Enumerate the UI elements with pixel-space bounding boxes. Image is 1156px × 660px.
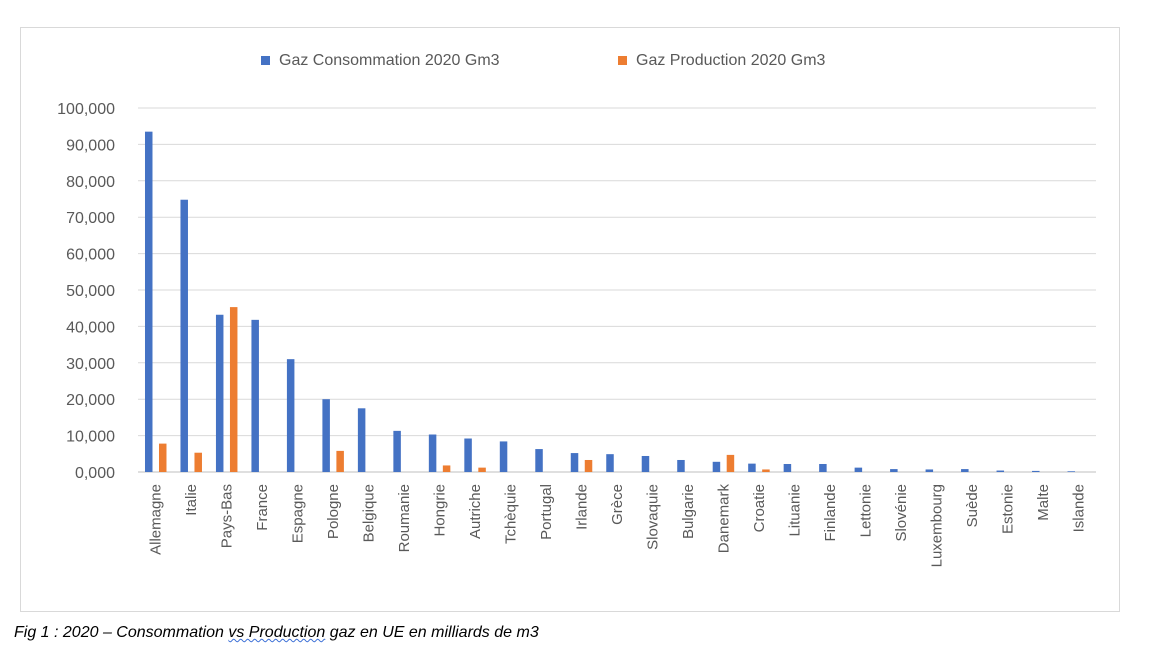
bar-consommation [570, 453, 579, 472]
bar-production [762, 469, 770, 472]
bar-production [442, 465, 451, 472]
x-tick-label: Islande [1070, 484, 1087, 532]
bar-chart: 0,000 10,000 20,000 30,000 40,000 50,000 60,00… [57, 52, 1096, 567]
bar-consommation [464, 438, 472, 472]
y-tick-label: 50,000 [66, 283, 115, 300]
x-tick-label: Lituanie [786, 484, 803, 537]
x-tick-label: Finlande [822, 484, 839, 542]
bar-consommation [322, 399, 330, 472]
x-tick-label: Tchèquie [503, 484, 520, 544]
bar-consommation [499, 441, 508, 472]
bar-consommation [961, 469, 969, 472]
figure-caption: Fig 1 : 2020 – Consommation vs Productio… [14, 624, 539, 642]
y-tick-label: 90,000 [66, 137, 115, 154]
y-tick-label: 80,000 [66, 174, 115, 191]
x-tick-label: Luxembourg [928, 484, 945, 567]
y-tick-label: 0,000 [75, 465, 115, 482]
bar-consommation [144, 131, 153, 472]
x-tick-label: Pays-Bas [219, 484, 236, 548]
bar-consommation [428, 434, 437, 472]
legend-swatch [618, 56, 627, 65]
bar-consommation [215, 314, 224, 472]
bar-consommation [748, 463, 756, 472]
bar-consommation [286, 359, 295, 472]
x-tick-label: Italie [183, 484, 200, 516]
bar-consommation [357, 408, 366, 472]
bar-consommation [996, 470, 1005, 472]
caption-underlined: vs Production [228, 624, 326, 641]
x-tick-label: Pologne [325, 484, 342, 539]
bar-production [229, 307, 238, 472]
bar-consommation [712, 461, 721, 472]
legend-swatch [261, 56, 270, 65]
legend-label: Gaz Production 2020 Gm3 [636, 52, 826, 69]
x-tick-label: Estonie [999, 484, 1016, 534]
bar-production [194, 452, 202, 472]
bar-consommation [890, 469, 898, 472]
bar-consommation [606, 454, 614, 472]
x-tick-label: Grèce [609, 484, 626, 525]
x-tick-label: France [254, 484, 271, 531]
bar-consommation [180, 199, 188, 472]
x-tick-label: Suède [964, 484, 981, 527]
chart-frame: 0,000 10,000 20,000 30,000 40,000 50,000 60,00… [20, 27, 1120, 612]
x-tick-label: Irlande [574, 484, 591, 530]
bar-consommation [1067, 471, 1076, 472]
x-tick-label: Allemagne [148, 484, 165, 555]
x-tick-label: Hongrie [432, 484, 449, 537]
bar-production [584, 459, 593, 472]
caption-after: gaz en UE en milliards de m3 [325, 624, 539, 641]
x-tick-label: Portugal [538, 484, 555, 540]
y-tick-label: 70,000 [66, 210, 115, 227]
bar-consommation [677, 459, 685, 472]
x-tick-label: Autriche [467, 484, 484, 539]
bar-consommation [854, 467, 863, 472]
bar-production [726, 454, 735, 472]
x-tick-label: Danemark [715, 484, 732, 554]
x-tick-label: Slovénie [893, 484, 910, 542]
x-tick-label: Croatie [751, 484, 768, 532]
bar-production [478, 467, 486, 472]
bar-consommation [251, 319, 259, 472]
x-tick-label: Espagne [290, 484, 307, 543]
x-tick-label: Belgique [361, 484, 378, 542]
y-tick-label: 20,000 [66, 392, 115, 409]
bar-consommation [393, 430, 401, 472]
bar-production [158, 443, 167, 472]
caption-before: Fig 1 : 2020 – Consommation [14, 624, 229, 641]
x-tick-label: Lettonie [857, 484, 874, 537]
x-tick-label: Bulgarie [680, 484, 697, 539]
x-tick-label: Slovaquie [644, 484, 661, 550]
y-tick-label: 100,000 [57, 101, 115, 118]
bar-consommation [535, 449, 543, 472]
legend-label: Gaz Consommation 2020 Gm3 [279, 52, 500, 69]
bar-production [336, 450, 344, 472]
y-tick-label: 10,000 [66, 429, 115, 446]
y-tick-label: 60,000 [66, 247, 115, 264]
bar-consommation [1032, 470, 1040, 472]
y-tick-label: 40,000 [66, 319, 115, 336]
x-tick-label: Malte [1035, 484, 1052, 521]
y-tick-label: 30,000 [66, 356, 115, 373]
bar-consommation [819, 463, 827, 472]
bar-consommation [925, 469, 934, 472]
x-tick-label: Roumanie [396, 484, 413, 552]
bar-consommation [783, 463, 792, 472]
bar-consommation [641, 455, 650, 472]
